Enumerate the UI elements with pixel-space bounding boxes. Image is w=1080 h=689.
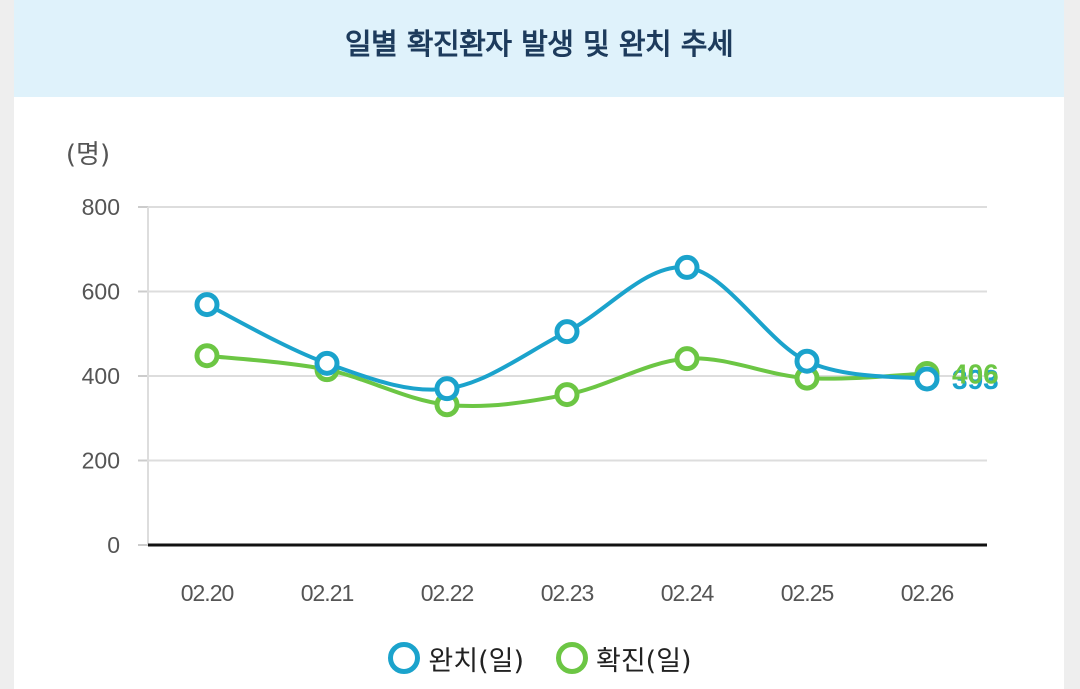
y-unit-label: (명) <box>66 140 110 170</box>
legend-label-recovered: 완치(일) <box>428 645 524 677</box>
x-tick-label: 02.24 <box>661 580 715 606</box>
chart-title: 일별 확진환자 발생 및 완치 추세 <box>344 26 734 61</box>
legend-label-confirmed: 확진(일) <box>596 645 692 677</box>
y-tick-label: 600 <box>82 279 120 305</box>
y-tick-label: 200 <box>82 448 120 474</box>
end-value-label-confirmed: 406 <box>952 358 999 389</box>
y-tick-label: 400 <box>82 363 120 389</box>
chart-header: 일별 확진환자 발생 및 완치 추세 <box>14 0 1064 97</box>
x-tick-label: 02.22 <box>421 580 474 606</box>
data-point-recovered <box>314 350 340 376</box>
data-point-confirmed <box>554 382 580 408</box>
x-tick-label: 02.20 <box>181 580 234 606</box>
x-tick-label: 02.21 <box>301 580 354 606</box>
end-value-label-recovered: 393 <box>952 364 999 395</box>
x-tick-label: 02.23 <box>541 580 594 606</box>
data-point-recovered <box>914 366 940 392</box>
data-point-confirmed <box>674 346 700 372</box>
x-tick-label: 02.25 <box>781 580 834 606</box>
chart-card: 일별 확진환자 발생 및 완치 추세 <box>14 0 1064 689</box>
y-tick-label: 800 <box>82 194 120 220</box>
legend-marker-confirmed <box>556 642 588 674</box>
chart-legend: 완치(일) 확진(일) <box>0 630 1080 686</box>
data-point-recovered <box>674 254 700 280</box>
legend-item-confirmed[interactable]: 확진(일) <box>556 639 692 678</box>
x-tick-label: 02.26 <box>901 580 954 606</box>
legend-item-recovered[interactable]: 완치(일) <box>388 639 524 678</box>
data-point-recovered <box>554 319 580 345</box>
y-tick-label: 0 <box>107 532 120 558</box>
legend-marker-recovered <box>388 642 421 674</box>
data-point-recovered <box>194 292 220 318</box>
data-point-confirmed <box>194 343 220 369</box>
data-point-recovered <box>794 348 820 374</box>
data-point-recovered <box>434 376 460 402</box>
